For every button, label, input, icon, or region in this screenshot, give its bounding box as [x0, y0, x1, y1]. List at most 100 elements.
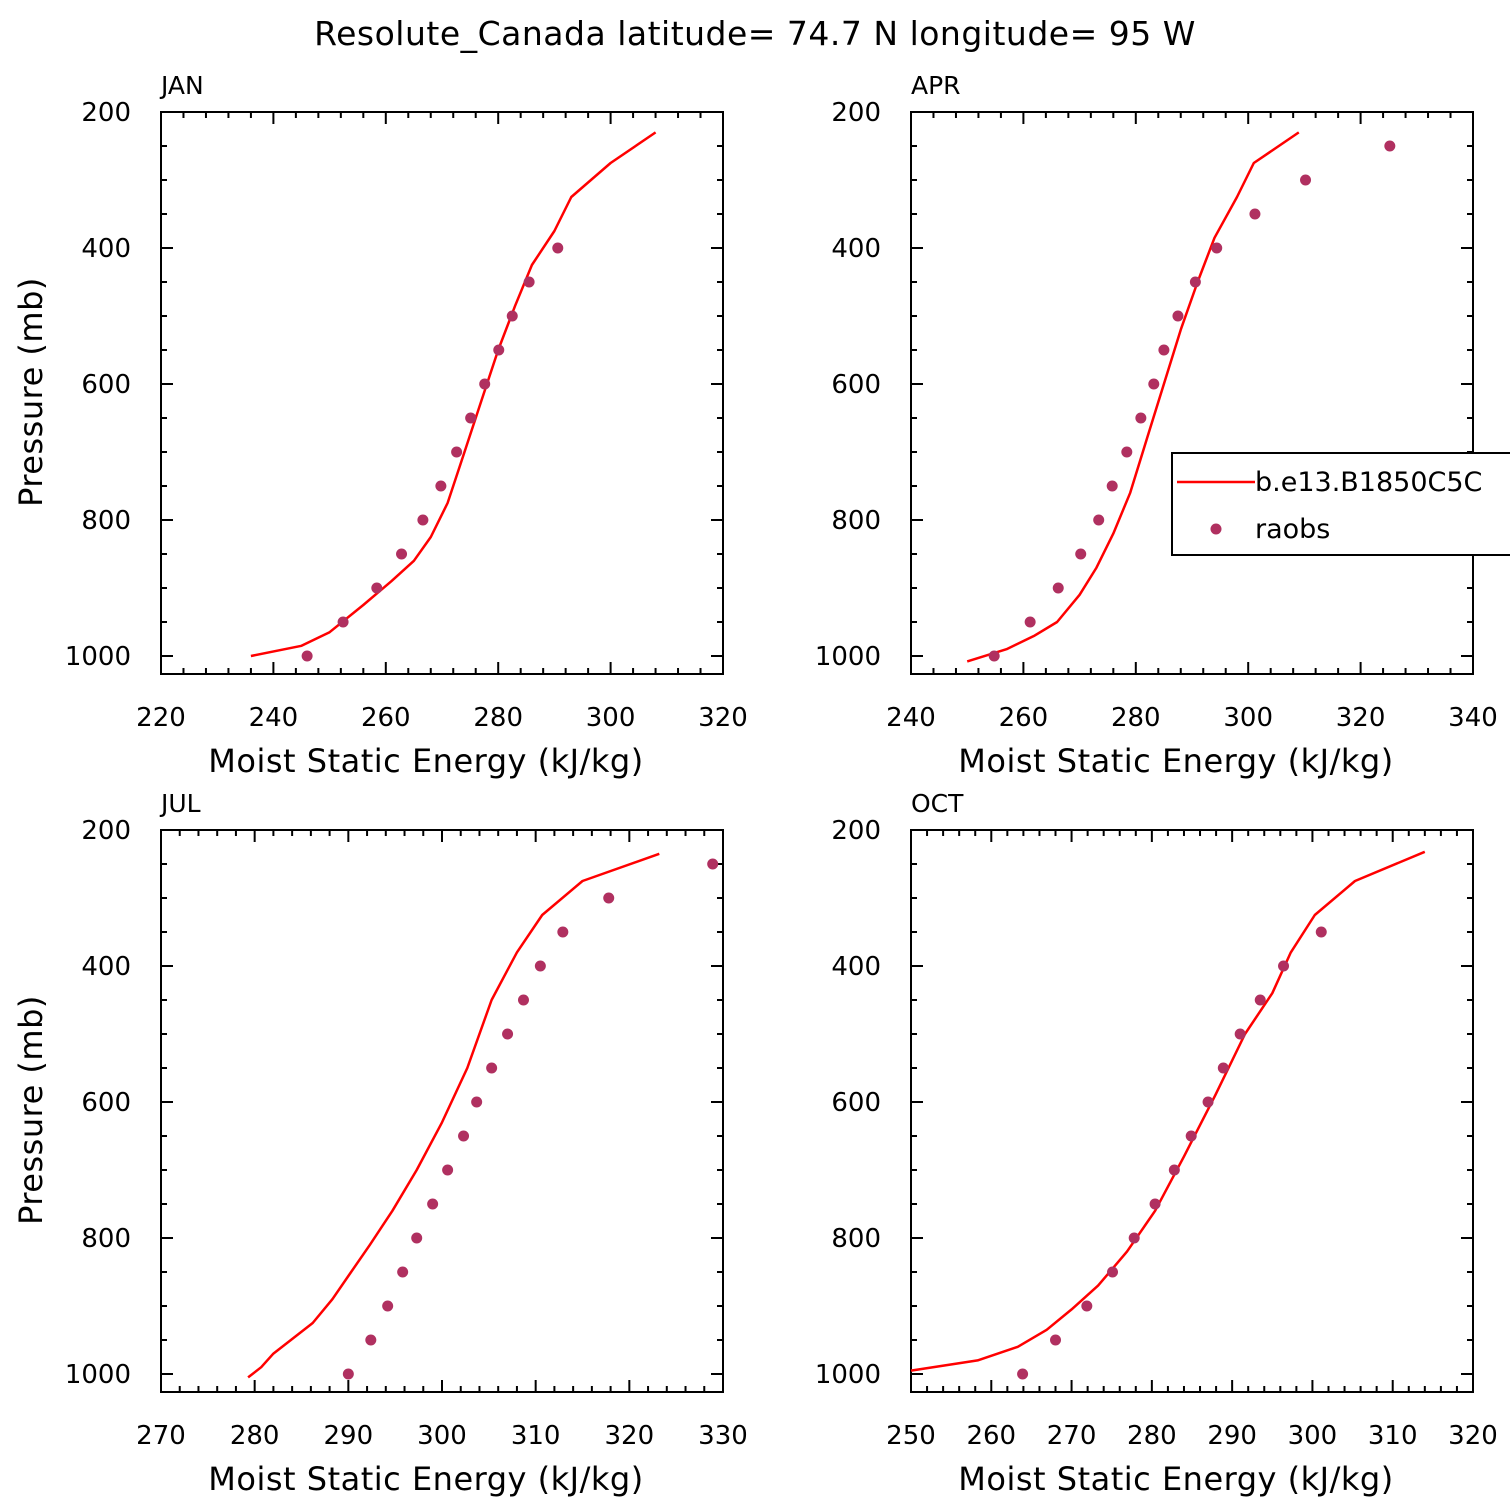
raobs-point	[427, 1198, 439, 1210]
raobs-point	[397, 1266, 409, 1278]
y-tick-label: 400	[831, 952, 881, 982]
x-tick-label: 250	[886, 1421, 936, 1451]
raobs-point	[1168, 1164, 1180, 1176]
x-tick-label: 240	[886, 703, 936, 733]
x-tick-label: 240	[249, 703, 299, 733]
raobs-point	[1211, 242, 1223, 254]
panels: JAN 220 240 260 280 300 320 200 400 600 800 1000 Moi…	[12, 71, 1510, 1498]
x-tick-label: 320	[605, 1421, 655, 1451]
raobs-point	[1121, 446, 1133, 458]
panel-title: JUL	[159, 789, 201, 818]
raobs-point	[465, 412, 477, 424]
x-tick-label: 300	[586, 703, 636, 733]
raobs-point	[1315, 926, 1327, 938]
raobs-point	[523, 276, 535, 288]
raobs-point	[342, 1368, 354, 1380]
y-tick-label: 800	[81, 506, 131, 536]
raobs-point	[371, 582, 383, 594]
y-tick-label: 600	[81, 370, 131, 400]
x-tick-label: 260	[361, 703, 411, 733]
x-tick-label: 280	[1127, 1421, 1177, 1451]
x-tick-label: 320	[1336, 703, 1386, 733]
raobs-point	[1254, 994, 1266, 1006]
legend-marker-swatch	[1210, 523, 1222, 535]
chart-panel-apr: APR 240 260 280 300 320 340 200 400 600 800 1000 Moi…	[815, 71, 1510, 780]
y-tick-label: 600	[81, 1088, 131, 1118]
x-axis-label: Moist Static Energy (kJ/kg)	[958, 1460, 1393, 1498]
raobs-point	[1017, 1368, 1029, 1380]
raobs-point	[1172, 310, 1184, 322]
raobs-point	[1052, 582, 1064, 594]
y-tick-label: 400	[81, 234, 131, 264]
x-axis-label: Moist Static Energy (kJ/kg)	[208, 742, 643, 780]
chart-panel-jan: JAN 220 240 260 280 300 320 200 400 600 800 1000 Moi…	[12, 71, 748, 780]
y-axis-label: Pressure (mb)	[12, 277, 50, 507]
chart-panel-oct: OCT 250 260 270 280 290 300 310 320 200 400 600 800 1…	[815, 789, 1498, 1498]
raobs-point	[1050, 1334, 1062, 1346]
y-tick-label: 800	[81, 1224, 131, 1254]
chart-panel-jul: JUL 270 280 290 300 310 320 330 200 400 600 800 1000…	[12, 789, 748, 1498]
series-line-model	[247, 852, 660, 1379]
x-tick-label: 270	[1047, 1421, 1097, 1451]
raobs-point	[1202, 1096, 1214, 1108]
y-tick-label: 400	[81, 952, 131, 982]
raobs-point	[707, 858, 719, 870]
raobs-point	[1384, 140, 1396, 152]
raobs-point	[486, 1062, 498, 1074]
raobs-point	[471, 1096, 483, 1108]
x-tick-label: 280	[1111, 703, 1161, 733]
x-tick-label: 260	[966, 1421, 1016, 1451]
x-tick-label: 290	[1207, 1421, 1257, 1451]
x-tick-label: 320	[1448, 1421, 1498, 1451]
panel-title: APR	[911, 71, 961, 100]
raobs-point	[603, 892, 615, 904]
raobs-point	[1107, 1266, 1119, 1278]
x-tick-label: 310	[1368, 1421, 1418, 1451]
raobs-point	[534, 960, 546, 972]
raobs-point	[1024, 616, 1036, 628]
y-tick-label: 200	[831, 816, 881, 846]
raobs-point	[1128, 1232, 1140, 1244]
raobs-point	[1075, 548, 1087, 560]
raobs-point	[301, 650, 313, 662]
raobs-point	[493, 344, 505, 356]
plot-frame	[160, 829, 724, 1393]
x-tick-label: 280	[473, 703, 523, 733]
raobs-point	[502, 1028, 514, 1040]
raobs-point	[1081, 1300, 1093, 1312]
raobs-point	[1300, 174, 1312, 186]
raobs-point	[1217, 1062, 1229, 1074]
x-tick-label: 300	[417, 1421, 467, 1451]
plot-frame	[910, 111, 1474, 675]
x-tick-label: 270	[136, 1421, 186, 1451]
legend-label-raobs: raobs	[1255, 514, 1330, 545]
x-tick-label: 330	[698, 1421, 748, 1451]
y-tick-label: 1000	[815, 642, 881, 672]
plot-frame	[160, 111, 724, 675]
raobs-point	[1189, 276, 1201, 288]
raobs-point	[479, 378, 491, 390]
raobs-point	[552, 242, 564, 254]
raobs-point	[1158, 344, 1170, 356]
legend-box	[1171, 452, 1510, 556]
y-tick-label: 200	[81, 816, 131, 846]
raobs-point	[988, 650, 1000, 662]
x-tick-label: 300	[1288, 1421, 1338, 1451]
raobs-point	[396, 548, 408, 560]
raobs-point	[1185, 1130, 1197, 1142]
x-tick-label: 220	[136, 703, 186, 733]
series-line-model	[966, 131, 1300, 663]
y-axis-label: Pressure (mb)	[12, 995, 50, 1225]
y-tick-label: 200	[831, 98, 881, 128]
x-tick-label: 280	[230, 1421, 280, 1451]
raobs-point	[451, 446, 463, 458]
x-tick-label: 320	[698, 703, 748, 733]
x-tick-label: 290	[324, 1421, 374, 1451]
figure-title: Resolute_Canada latitude= 74.7 N longitu…	[314, 14, 1196, 53]
raobs-point	[506, 310, 518, 322]
series-line-model	[250, 131, 657, 658]
raobs-point	[1249, 208, 1261, 220]
raobs-point	[411, 1232, 423, 1244]
raobs-point	[337, 616, 349, 628]
x-axis-label: Moist Static Energy (kJ/kg)	[208, 1460, 643, 1498]
